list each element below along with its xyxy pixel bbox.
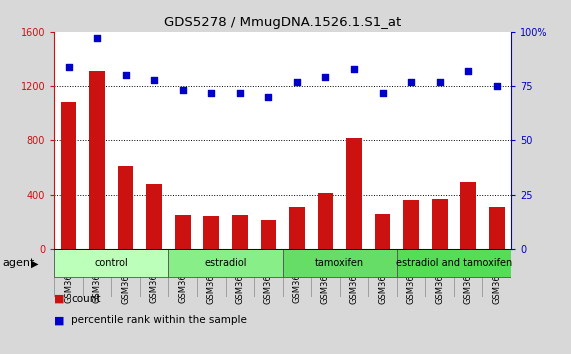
Text: GSM362933: GSM362933 bbox=[407, 253, 416, 304]
Text: GSM362930: GSM362930 bbox=[321, 253, 330, 304]
Point bbox=[207, 90, 216, 96]
Point bbox=[150, 77, 159, 82]
Point bbox=[121, 73, 130, 78]
Bar bbox=[232, 215, 248, 249]
Point bbox=[349, 66, 359, 72]
Text: GSM362929: GSM362929 bbox=[292, 253, 301, 303]
Text: count: count bbox=[71, 294, 101, 304]
Title: GDS5278 / MmugDNA.1526.1.S1_at: GDS5278 / MmugDNA.1526.1.S1_at bbox=[164, 16, 401, 29]
Bar bbox=[54, 250, 168, 277]
Point bbox=[407, 79, 416, 85]
Text: ■: ■ bbox=[54, 315, 65, 325]
Bar bbox=[432, 199, 448, 249]
Bar bbox=[375, 214, 391, 249]
Text: GSM362921: GSM362921 bbox=[64, 253, 73, 303]
Text: GSM362927: GSM362927 bbox=[235, 253, 244, 304]
Bar bbox=[283, 250, 397, 277]
Bar bbox=[403, 200, 419, 249]
Bar bbox=[203, 216, 219, 249]
Point bbox=[378, 90, 387, 96]
Text: GSM362931: GSM362931 bbox=[349, 253, 359, 304]
Bar bbox=[489, 207, 505, 249]
Point bbox=[492, 83, 501, 89]
Text: GSM362922: GSM362922 bbox=[93, 253, 102, 303]
Point bbox=[178, 88, 187, 93]
Text: GSM362934: GSM362934 bbox=[435, 253, 444, 304]
Text: ▶: ▶ bbox=[31, 258, 39, 268]
Bar bbox=[397, 250, 511, 277]
Point bbox=[321, 75, 330, 80]
Bar bbox=[346, 138, 362, 249]
Point bbox=[235, 90, 244, 96]
Text: estradiol and tamoxifen: estradiol and tamoxifen bbox=[396, 258, 512, 268]
Bar bbox=[260, 221, 276, 249]
Point bbox=[264, 94, 273, 100]
Point bbox=[464, 68, 473, 74]
Bar bbox=[89, 71, 105, 249]
Point bbox=[435, 79, 444, 85]
Text: tamoxifen: tamoxifen bbox=[315, 258, 364, 268]
Text: GSM362925: GSM362925 bbox=[178, 253, 187, 303]
Text: GSM362935: GSM362935 bbox=[464, 253, 473, 304]
Text: GSM362926: GSM362926 bbox=[207, 253, 216, 304]
Text: GSM362936: GSM362936 bbox=[492, 253, 501, 304]
Text: control: control bbox=[94, 258, 128, 268]
Bar bbox=[168, 250, 283, 277]
Point bbox=[292, 79, 301, 85]
Text: estradiol: estradiol bbox=[204, 258, 247, 268]
Text: ■: ■ bbox=[54, 294, 65, 304]
Text: GSM362932: GSM362932 bbox=[378, 253, 387, 304]
Bar bbox=[317, 193, 333, 249]
Point bbox=[64, 64, 73, 69]
Bar bbox=[460, 182, 476, 249]
Text: GSM362923: GSM362923 bbox=[121, 253, 130, 304]
Bar bbox=[289, 207, 305, 249]
Bar bbox=[118, 166, 134, 249]
Text: GSM362928: GSM362928 bbox=[264, 253, 273, 304]
Text: percentile rank within the sample: percentile rank within the sample bbox=[71, 315, 247, 325]
Bar bbox=[61, 102, 77, 249]
Point bbox=[93, 35, 102, 41]
Text: GSM362924: GSM362924 bbox=[150, 253, 159, 303]
Bar bbox=[175, 215, 191, 249]
Text: agent: agent bbox=[3, 258, 35, 268]
Bar bbox=[146, 184, 162, 249]
